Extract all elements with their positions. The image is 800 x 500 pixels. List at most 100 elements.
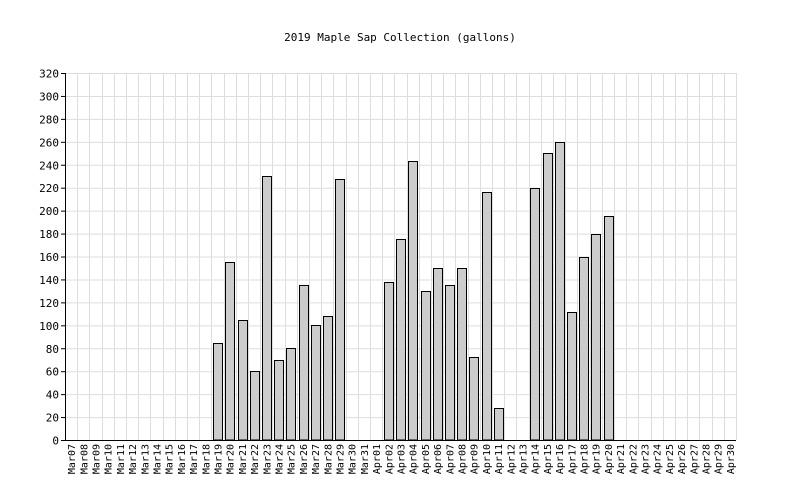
- x-tick-label: Apr12: [506, 444, 517, 474]
- x-tick-label: Mar13: [140, 444, 151, 474]
- x-tick-label: Mar27: [311, 444, 322, 474]
- x-tick-label: Apr30: [726, 444, 737, 474]
- bar-Apr04: [408, 161, 418, 441]
- x-tick-label: Mar15: [165, 444, 176, 474]
- x-tick-label: Mar19: [214, 444, 225, 474]
- x-tick-label: Mar08: [79, 444, 90, 474]
- x-tick-label: Mar11: [116, 444, 127, 474]
- y-tick-label: 200: [39, 205, 59, 218]
- x-tick-label: Apr05: [421, 444, 432, 474]
- chart-title: 2019 Maple Sap Collection (gallons): [284, 31, 516, 44]
- x-tick-label: Apr22: [628, 444, 639, 474]
- x-tick-label: Apr06: [433, 444, 444, 474]
- bar-Mar28: [323, 316, 333, 441]
- x-tick-label: Apr29: [714, 444, 725, 474]
- bar-Mar25: [286, 348, 296, 441]
- x-tick-label: Apr08: [458, 444, 469, 474]
- x-tick-label: Mar18: [201, 444, 212, 474]
- y-tick-label: 160: [39, 251, 59, 264]
- x-tick-label: Mar21: [238, 444, 249, 474]
- bar-Apr07: [445, 285, 455, 441]
- bar-Mar22: [250, 371, 260, 441]
- x-tick-label: Mar12: [128, 444, 139, 474]
- x-tick-label: Apr11: [494, 444, 505, 474]
- bar-Mar21: [238, 320, 248, 441]
- x-tick-label: Apr07: [445, 444, 456, 474]
- x-tick-label: Mar07: [67, 444, 78, 474]
- x-tick-label: Mar10: [104, 444, 115, 474]
- bar-Apr03: [396, 239, 406, 441]
- bar-Apr09: [469, 357, 479, 441]
- x-tick-label: Mar16: [177, 444, 188, 474]
- x-tick-label: Apr19: [592, 444, 603, 474]
- y-tick-label: 120: [39, 297, 59, 310]
- x-tick-label: Mar20: [226, 444, 237, 474]
- y-tick-label: 40: [46, 389, 59, 402]
- x-tick-label: Apr16: [555, 444, 566, 474]
- bar-Mar19: [213, 343, 223, 441]
- bar-Mar29: [335, 179, 345, 441]
- bar-Apr14: [530, 188, 540, 441]
- x-tick-label: Apr03: [397, 444, 408, 474]
- x-tick-label: Mar25: [287, 444, 298, 474]
- x-tick-label: Mar22: [250, 444, 261, 474]
- y-tick-label: 300: [39, 90, 59, 103]
- x-tick-label: Apr20: [604, 444, 615, 474]
- bar-Mar27: [311, 325, 321, 441]
- x-tick-label: Mar28: [323, 444, 334, 474]
- bar-Apr19: [591, 234, 601, 441]
- y-tick-label: 100: [39, 320, 59, 333]
- x-tick-label: Apr02: [384, 444, 395, 474]
- x-tick-label: Apr01: [372, 444, 383, 474]
- x-tick-label: Mar26: [299, 444, 310, 474]
- bar-Apr05: [421, 291, 431, 441]
- x-tick-label: Mar23: [262, 444, 273, 474]
- x-tick-label: Apr23: [641, 444, 652, 474]
- x-tick-label: Mar14: [153, 444, 164, 474]
- bar-Mar20: [225, 262, 235, 441]
- x-tick-label: Apr24: [653, 444, 664, 474]
- bar-Apr02: [384, 282, 394, 441]
- y-tick-labels: 0 20 40 60 80 100 120 140 160 180 200 220 240 260 280 3…: [39, 68, 59, 448]
- x-tick-label: Apr28: [702, 444, 713, 474]
- x-tick-label: Apr21: [616, 444, 627, 474]
- bar-Apr15: [543, 153, 553, 441]
- bar-Mar26: [299, 285, 309, 441]
- x-tick-label: Apr14: [531, 444, 542, 474]
- y-tick-label: 320: [39, 68, 59, 81]
- bar-Apr06: [433, 268, 443, 441]
- x-tick-labels: Mar07 Mar08 Mar09 Mar10 Mar11 Mar12 Mar13 Mar14…: [67, 444, 737, 474]
- x-tick-label: Apr13: [519, 444, 530, 474]
- bar-Apr08: [457, 268, 467, 441]
- y-tick-label: 240: [39, 159, 59, 172]
- axes: [61, 73, 736, 441]
- x-tick-label: Mar24: [275, 444, 286, 474]
- y-tick-label: 260: [39, 136, 59, 149]
- x-tick-label: Mar09: [92, 444, 103, 474]
- y-tick-label: 220: [39, 182, 59, 195]
- x-tick-label: Apr17: [567, 444, 578, 474]
- x-tick-label: Apr15: [543, 444, 554, 474]
- y-tick-label: 60: [46, 366, 59, 379]
- x-tick-label: Apr27: [689, 444, 700, 474]
- y-tick-label: 20: [46, 412, 59, 425]
- y-tick-label: 140: [39, 274, 59, 287]
- x-tick-label: Apr04: [409, 444, 420, 474]
- bar-Apr11: [494, 408, 504, 441]
- bar-Mar23: [262, 176, 272, 441]
- bar-Apr20: [604, 216, 614, 441]
- bar-Apr17: [567, 312, 577, 441]
- x-tick-label: Apr25: [665, 444, 676, 474]
- bar-Apr16: [555, 142, 565, 441]
- y-tick-label: 180: [39, 228, 59, 241]
- x-tick-label: Apr26: [677, 444, 688, 474]
- x-tick-label: Mar29: [336, 444, 347, 474]
- y-tick-label: 80: [46, 343, 59, 356]
- y-tick-label: 0: [52, 435, 59, 448]
- x-tick-label: Apr09: [470, 444, 481, 474]
- bar-Apr18: [579, 257, 589, 441]
- x-tick-label: Apr10: [482, 444, 493, 474]
- x-tick-label: Mar17: [189, 444, 200, 474]
